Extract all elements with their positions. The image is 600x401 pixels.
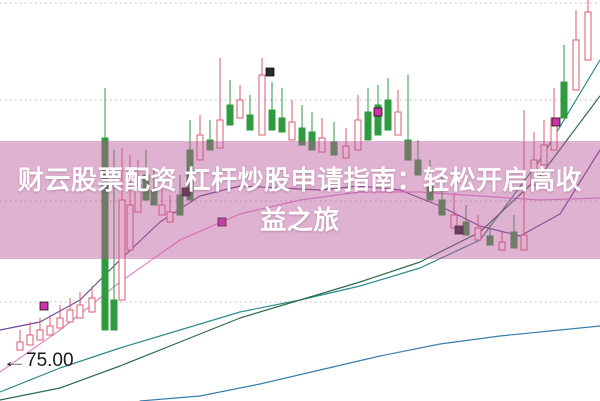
price-level-value: 75.00 xyxy=(26,350,74,371)
watermark-title-text: 财云股票配资 杠杆炒股申请指南：轻松开启高收益之旅 xyxy=(17,165,583,235)
left-arrow-icon: ← xyxy=(1,351,28,371)
signal-markers xyxy=(39,67,561,311)
price-level-annotation: ← 75.00 xyxy=(2,350,74,372)
chart-gridlines xyxy=(0,2,600,303)
candlestick-series xyxy=(16,0,592,351)
moving-average-lines xyxy=(0,59,600,401)
watermark-title-band: 财云股票配资 杠杆炒股申请指南：轻松开启高收益之旅 xyxy=(0,141,600,259)
